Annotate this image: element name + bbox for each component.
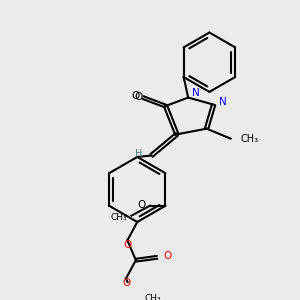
Text: CH₃: CH₃ [111,212,127,221]
Text: N: N [219,97,227,107]
Text: CH₃: CH₃ [241,134,259,144]
Text: CH₃: CH₃ [144,294,161,300]
Text: O: O [134,92,142,102]
Text: O: O [122,278,131,288]
Text: O: O [163,251,172,261]
Text: O: O [137,200,146,210]
Text: O: O [123,240,131,250]
Text: H: H [135,149,142,159]
Text: N: N [192,88,200,98]
Text: O: O [132,91,140,101]
